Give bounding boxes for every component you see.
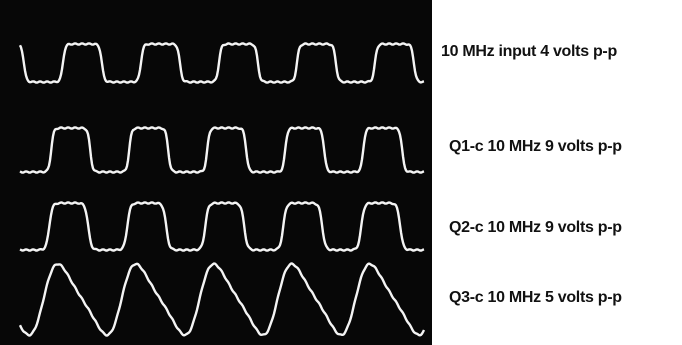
trace-label: Q2-c 10 MHz 9 volts p-p bbox=[449, 219, 622, 236]
trace-label: Q3-c 10 MHz 5 volts p-p bbox=[449, 289, 622, 306]
trace-label: Q1-c 10 MHz 9 volts p-p bbox=[449, 138, 622, 155]
scope-figure: 10 MHz input 4 volts p-p Q1-c 10 MHz 9 v… bbox=[0, 0, 682, 345]
trace-label: 10 MHz input 4 volts p-p bbox=[441, 43, 617, 60]
